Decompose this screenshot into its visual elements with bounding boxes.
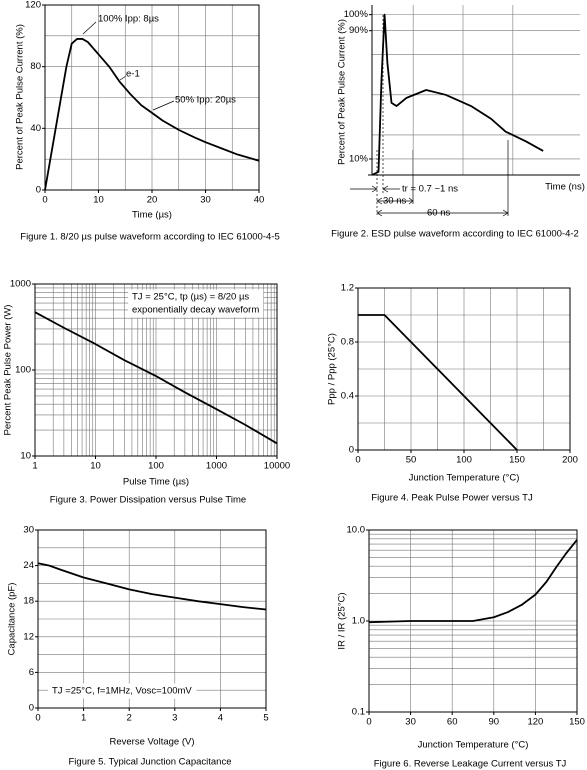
x-axis-label: Pulse Time (µs) <box>123 477 189 488</box>
chart: 0 50 100 150 200 0 0.4 0.8 1.2 Junction Temperatu… <box>327 283 578 504</box>
x-axis-label: Reverse Voltage (V) <box>109 737 194 748</box>
x-tick-label: 60 <box>447 717 458 728</box>
x-tick-label: 30 <box>405 717 416 728</box>
y-tick-label: 10.0 <box>347 525 366 536</box>
data-line <box>371 13 544 176</box>
figure-caption: Figure 1. 8/20 µs pulse waveform accordi… <box>20 232 279 243</box>
y-tick-label: 6 <box>29 667 34 678</box>
y-tick-label: 1.2 <box>341 283 354 294</box>
chart: 0 30 60 90 120 150 0.1 1.0 10.0 Junction Temperat… <box>337 525 585 770</box>
x-tick-label: 20 <box>147 195 158 206</box>
y-axis-label: Percent Peak Pulse Power (W) <box>3 305 14 436</box>
data-line <box>44 38 260 191</box>
x-tick-label: 150 <box>569 717 585 728</box>
y-tick-label: 30 <box>23 525 34 536</box>
annotation: TJ =25°C, f=1MHz, Vosc=100mV <box>52 686 192 697</box>
figure-caption: Figure 6. Reverse Leakage Current versus… <box>374 759 567 770</box>
y-tick-label: 0 <box>349 445 354 456</box>
timing-arrows <box>350 15 509 217</box>
figure-caption: Figure 4. Peak Pulse Power versus TJ <box>371 493 533 504</box>
x-axis-label: Time (ns) <box>545 182 585 193</box>
x-axis-label: Junction Temperature (°C) <box>418 740 529 751</box>
x-tick-label: 0 <box>35 713 40 724</box>
x-tick-label: 1 <box>32 461 37 472</box>
y-tick-label: 10% <box>349 153 369 164</box>
annotation: 100% Ipp: 8µs <box>98 14 159 25</box>
y-tick-label: 90% <box>349 25 369 36</box>
annotation: e-1 <box>126 69 140 80</box>
x-tick-label: 1 <box>81 713 86 724</box>
x-tick-label: 30 <box>200 195 211 206</box>
x-tick-label: 0 <box>355 455 360 466</box>
y-axis-label: Ppp / Ppp (25°C) <box>327 333 338 405</box>
x-tick-label: 5 <box>263 713 268 724</box>
figure-caption: Figure 2. ESD pulse waveform according t… <box>331 229 579 240</box>
x-tick-label: 100 <box>456 455 472 466</box>
annotation: 50% Ipp: 20µs <box>175 95 236 106</box>
y-tick-label: 0.1 <box>352 707 365 718</box>
y-axis-label: Capacitance (pF) <box>7 583 18 656</box>
y-tick-label: 24 <box>23 560 34 571</box>
data-line <box>368 539 578 624</box>
y-axis-label: IR / IR (25°C) <box>337 592 348 649</box>
annotation: TJ = 25°C, tp (µs) = 8/20 µs <box>132 292 249 303</box>
annotation-background <box>128 289 264 318</box>
figure-caption: Figure 3. Power Dissipation versus Pulse… <box>50 495 246 506</box>
y-tick-label: 0.8 <box>341 337 354 348</box>
annotation-background <box>48 683 197 699</box>
x-tick-label: 2 <box>127 713 132 724</box>
y-tick-label: 120 <box>25 0 41 11</box>
leader-line <box>82 21 97 35</box>
x-axis-label: Time (µs) <box>132 210 172 221</box>
leader-line <box>152 100 175 111</box>
figure-caption: Figure 5. Typical Junction Capacitance <box>69 757 232 768</box>
annotation: 30 ns <box>383 196 406 207</box>
x-tick-label: 100 <box>148 461 164 472</box>
x-axis-label: Junction Temperature (°C) <box>409 473 520 484</box>
x-tick-label: 90 <box>489 717 500 728</box>
y-axis-label: Percent of Peak Pulse Current (%) <box>15 24 26 170</box>
annotation: 60 ns <box>427 208 450 219</box>
y-tick-label: 1000 <box>10 279 31 290</box>
plot-frame <box>37 529 267 709</box>
x-tick-label: 150 <box>509 455 525 466</box>
y-tick-label: 0 <box>36 185 41 196</box>
x-tick-label: 10000 <box>264 461 290 472</box>
y-tick-label: 100% <box>344 9 369 20</box>
y-tick-label: 0.4 <box>341 391 354 402</box>
x-tick-label: 10 <box>90 461 101 472</box>
chart: 0 10 20 30 40 0 40 80 120 100% Ipp: 8µs e-1 50% Ipp… <box>15 0 280 243</box>
y-tick-label: 100 <box>15 365 31 376</box>
y-tick-label: 12 <box>23 631 34 642</box>
data-line <box>358 314 518 451</box>
annotation: exponentially decay waveform <box>132 305 259 316</box>
data-line <box>34 311 278 445</box>
x-tick-label: 200 <box>562 455 578 466</box>
x-tick-label: 50 <box>406 455 417 466</box>
x-tick-label: 40 <box>254 195 265 206</box>
y-tick-label: 18 <box>23 596 34 607</box>
y-tick-label: 0 <box>29 703 34 714</box>
x-tick-label: 4 <box>218 713 223 724</box>
x-tick-label: 10 <box>93 195 104 206</box>
x-tick-label: 3 <box>172 713 177 724</box>
y-tick-label: 10 <box>20 451 31 462</box>
x-tick-label: 0 <box>366 717 371 728</box>
y-tick-label: 40 <box>30 123 41 134</box>
y-axis-label: Percent of Peak Pulse Current (%) <box>337 19 348 165</box>
y-tick-label: 80 <box>30 61 41 72</box>
x-tick-label: 1000 <box>206 461 227 472</box>
annotation: tr = 0.7 ~1 ns <box>402 184 458 195</box>
x-tick-label: 0 <box>42 195 47 206</box>
y-tick-label: 1.0 <box>352 616 365 627</box>
x-tick-label: 120 <box>527 717 543 728</box>
data-line <box>37 562 267 611</box>
